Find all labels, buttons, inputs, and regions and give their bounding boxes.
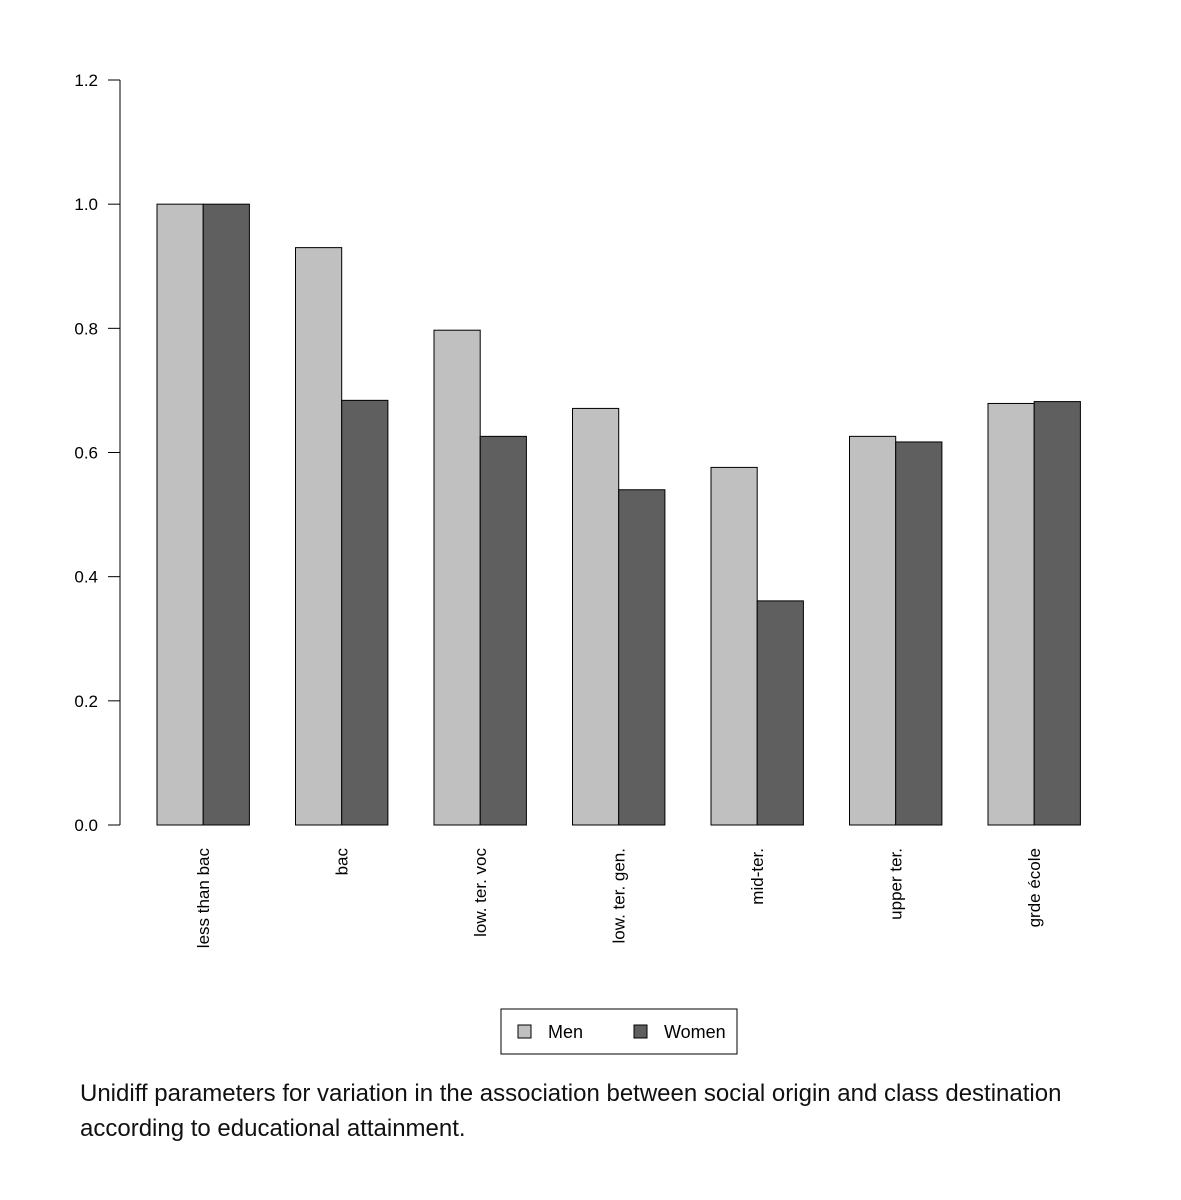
category-label: mid-ter. (748, 848, 767, 905)
y-tick-label: 0.2 (74, 692, 98, 711)
category-label: low. ter. voc (471, 848, 490, 937)
y-tick-label: 0.8 (74, 319, 98, 338)
bar-men-3 (572, 407, 620, 826)
y-tick-label: 0.4 (74, 568, 98, 587)
legend-label-men: Men (548, 1022, 583, 1042)
category-label: less than bac (194, 848, 213, 949)
bar-women-1 (341, 399, 389, 826)
category-label: upper ter. (887, 848, 906, 920)
bar-men-5 (849, 435, 897, 826)
bar-women-2 (479, 435, 527, 826)
bar-women-5 (895, 441, 943, 826)
figure-caption: Unidiff parameters for variation in the … (80, 1080, 1062, 1142)
bar-women-3 (618, 489, 666, 826)
y-axis: 0.0 0.2 0.4 0.6 0.8 1.0 1.2 (74, 71, 121, 835)
bar-women-4 (756, 600, 804, 826)
category-label: low. ter. gen. (610, 848, 629, 943)
legend-swatch-women (633, 1024, 648, 1039)
bar-men-4 (710, 466, 758, 826)
bar-men-2 (433, 329, 481, 826)
legend-box (500, 1008, 738, 1055)
bar-men-6 (987, 402, 1035, 826)
legend-swatch-men (517, 1024, 532, 1039)
bar-women-0 (202, 203, 250, 826)
legend: Men Women (500, 1008, 738, 1055)
y-tick-label: 1.2 (74, 71, 98, 90)
y-tick-label: 0.0 (74, 816, 98, 835)
category-label: grde école (1025, 848, 1044, 927)
y-tick-label: 0.6 (74, 444, 98, 463)
bars-group (156, 203, 1081, 826)
bar-women-6 (1033, 401, 1081, 826)
category-label: bac (333, 848, 352, 876)
bar-men-1 (295, 247, 343, 826)
legend-label-women: Women (664, 1022, 726, 1042)
category-labels: less than bac bac low. ter. voc low. ter. g… (194, 848, 1044, 949)
y-tick-label: 1.0 (74, 195, 98, 214)
bar-men-0 (156, 203, 204, 826)
